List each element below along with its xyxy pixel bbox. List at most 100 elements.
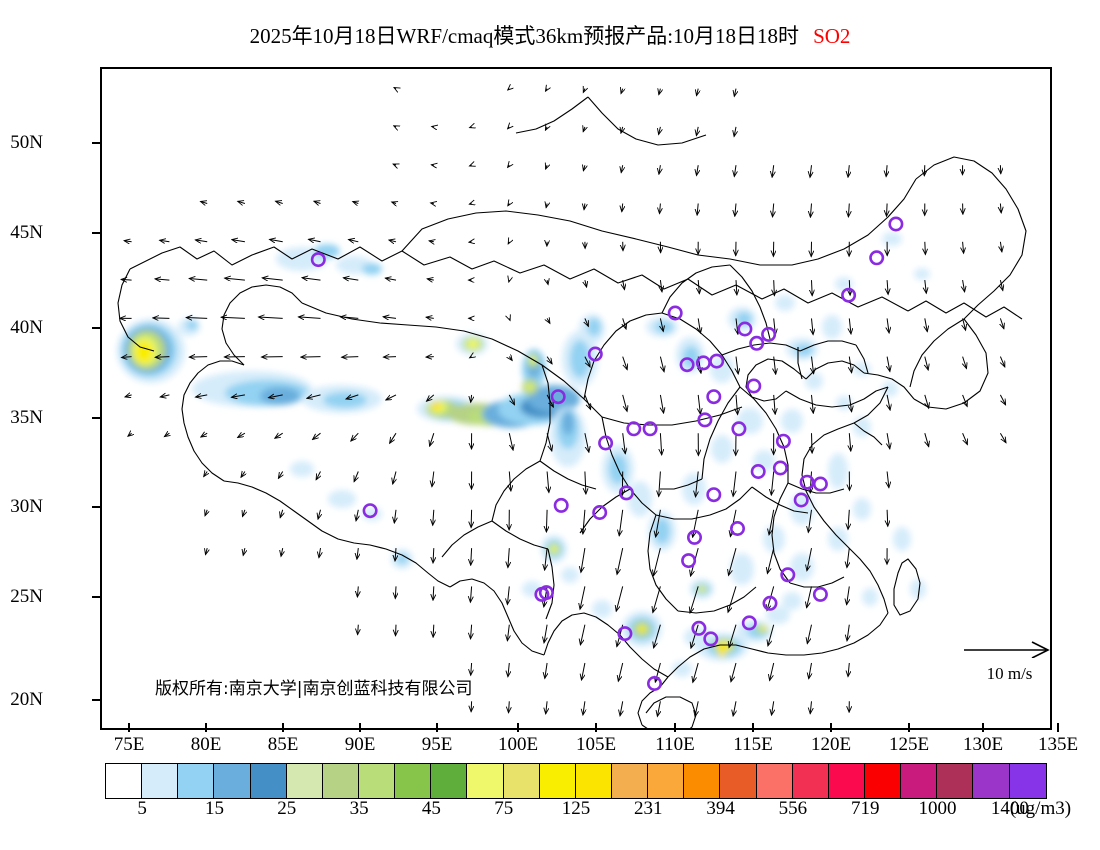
colorbar-swatch[interactable] bbox=[611, 764, 649, 798]
wind-vector-arrow bbox=[849, 318, 851, 334]
station-marker[interactable] bbox=[812, 476, 828, 492]
station-marker[interactable] bbox=[780, 567, 796, 583]
station-marker[interactable] bbox=[749, 335, 765, 351]
colorbar-swatch[interactable] bbox=[358, 764, 396, 798]
wind-vector-arrow bbox=[848, 662, 849, 677]
station-marker[interactable] bbox=[681, 553, 697, 569]
station-marker[interactable] bbox=[598, 435, 614, 451]
colorbar-tick-label: 45 bbox=[421, 798, 441, 819]
colorbar-swatch[interactable] bbox=[178, 764, 215, 798]
colorbar-swatch[interactable] bbox=[720, 764, 757, 798]
colorbar-swatch[interactable] bbox=[648, 764, 685, 798]
wind-vector-arrow bbox=[471, 548, 472, 565]
wind-vector-arrow bbox=[774, 280, 775, 296]
colorbar-swatch[interactable] bbox=[250, 764, 287, 798]
wind-vector-arrow bbox=[767, 547, 775, 573]
station-marker[interactable] bbox=[550, 389, 566, 405]
colorbar-swatch[interactable] bbox=[322, 764, 359, 798]
colorbar-swatch[interactable] bbox=[286, 764, 323, 798]
colorbar-swatch[interactable] bbox=[937, 764, 974, 798]
y-tick-label: 30N bbox=[10, 496, 43, 517]
station-marker[interactable] bbox=[667, 305, 683, 321]
station-marker[interactable] bbox=[706, 389, 722, 405]
wind-vector-arrow bbox=[808, 509, 812, 533]
colorbar-swatch[interactable] bbox=[503, 764, 540, 798]
station-marker[interactable] bbox=[709, 353, 725, 369]
station-marker[interactable] bbox=[750, 463, 766, 479]
station-marker[interactable] bbox=[772, 460, 788, 476]
station-marker[interactable] bbox=[686, 529, 702, 545]
wind-vector-arrow bbox=[394, 88, 396, 89]
station-marker[interactable] bbox=[691, 620, 707, 636]
station-marker[interactable] bbox=[587, 346, 603, 362]
station-marker[interactable] bbox=[617, 626, 633, 642]
station-marker[interactable] bbox=[642, 421, 658, 437]
colorbar-swatch[interactable] bbox=[792, 764, 829, 798]
colorbar-swatch[interactable] bbox=[431, 764, 468, 798]
station-marker[interactable] bbox=[646, 675, 662, 691]
x-tick-label: 100E bbox=[497, 734, 539, 755]
station-marker[interactable] bbox=[888, 216, 904, 232]
station-marker[interactable] bbox=[869, 250, 885, 266]
station-marker[interactable] bbox=[626, 421, 642, 437]
station-marker[interactable] bbox=[706, 487, 722, 503]
colorbar-swatch[interactable] bbox=[864, 764, 902, 798]
wind-vector-arrow bbox=[433, 586, 434, 600]
colorbar-swatch[interactable] bbox=[575, 764, 612, 798]
colorbar-swatch[interactable] bbox=[684, 764, 721, 798]
wind-vector-arrow bbox=[887, 356, 890, 372]
station-marker[interactable] bbox=[799, 474, 815, 490]
colorbar-swatch[interactable] bbox=[106, 764, 143, 798]
colorbar[interactable] bbox=[105, 763, 1047, 799]
wind-vector-arrow bbox=[201, 433, 208, 437]
map-plot-area[interactable] bbox=[100, 67, 1052, 730]
station-marker[interactable] bbox=[841, 287, 857, 303]
colorbar-swatch[interactable] bbox=[901, 764, 938, 798]
y-tick-mark bbox=[92, 232, 101, 234]
station-marker[interactable] bbox=[618, 485, 634, 501]
wind-vector-arrow bbox=[343, 278, 359, 280]
station-marker[interactable] bbox=[793, 492, 809, 508]
wind-vector-arrow bbox=[963, 356, 967, 369]
wind-vector-arrow bbox=[189, 279, 208, 281]
station-marker[interactable] bbox=[737, 321, 753, 337]
colorbar-swatch[interactable] bbox=[467, 764, 504, 798]
colorbar-swatch[interactable] bbox=[539, 764, 576, 798]
station-marker[interactable] bbox=[534, 586, 550, 602]
colorbar-swatch[interactable] bbox=[973, 764, 1010, 798]
y-tick-label: 20N bbox=[10, 689, 43, 710]
station-marker[interactable] bbox=[729, 520, 745, 536]
x-tick-label: 95E bbox=[421, 734, 453, 755]
station-marker[interactable] bbox=[762, 595, 778, 611]
colorbar-swatch[interactable] bbox=[214, 764, 251, 798]
station-marker[interactable] bbox=[703, 631, 719, 647]
station-marker[interactable] bbox=[362, 503, 378, 519]
wind-vector-arrow bbox=[962, 433, 968, 444]
colorbar-swatch[interactable] bbox=[1009, 764, 1046, 798]
wind-vector-arrow bbox=[887, 203, 888, 217]
station-marker[interactable] bbox=[731, 421, 747, 437]
station-marker[interactable] bbox=[310, 252, 326, 268]
station-marker[interactable] bbox=[746, 378, 762, 394]
colorbar-tick-label: 394 bbox=[706, 798, 735, 819]
wind-vector-arrow bbox=[153, 318, 170, 319]
wind-vector-arrow bbox=[509, 701, 510, 713]
wind-vector-arrow bbox=[302, 278, 321, 280]
wind-vector-arrow bbox=[848, 203, 849, 217]
station-marker[interactable] bbox=[741, 615, 757, 631]
station-marker-layer[interactable] bbox=[310, 216, 904, 691]
wind-vector-arrow bbox=[205, 510, 207, 516]
station-marker[interactable] bbox=[679, 357, 695, 373]
station-marker[interactable] bbox=[592, 504, 608, 520]
wind-vector-arrow bbox=[155, 357, 170, 358]
station-marker[interactable] bbox=[553, 497, 569, 513]
station-marker[interactable] bbox=[697, 412, 713, 428]
station-marker[interactable] bbox=[812, 586, 828, 602]
station-marker[interactable] bbox=[775, 433, 791, 449]
colorbar-swatch[interactable] bbox=[395, 764, 432, 798]
station-marker[interactable] bbox=[761, 326, 777, 342]
colorbar-swatch[interactable] bbox=[756, 764, 793, 798]
colorbar-swatch[interactable] bbox=[828, 764, 865, 798]
colorbar-swatch[interactable] bbox=[142, 764, 179, 798]
x-tick-mark bbox=[674, 723, 676, 732]
